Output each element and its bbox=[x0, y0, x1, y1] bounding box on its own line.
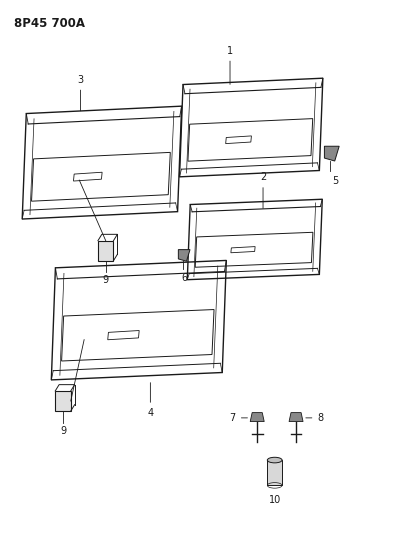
Text: 5: 5 bbox=[332, 176, 338, 186]
Text: 1: 1 bbox=[227, 45, 233, 84]
FancyBboxPatch shape bbox=[267, 460, 282, 486]
Text: 6: 6 bbox=[182, 273, 188, 284]
Text: 8: 8 bbox=[306, 413, 323, 423]
Text: 7: 7 bbox=[230, 413, 247, 423]
FancyBboxPatch shape bbox=[55, 391, 71, 411]
Text: 4: 4 bbox=[147, 383, 153, 418]
Text: 2: 2 bbox=[260, 172, 266, 208]
Text: 10: 10 bbox=[269, 495, 281, 505]
Ellipse shape bbox=[267, 457, 282, 463]
Text: 3: 3 bbox=[77, 75, 84, 111]
Text: 9: 9 bbox=[103, 276, 109, 286]
Polygon shape bbox=[250, 413, 264, 422]
Text: 9: 9 bbox=[60, 426, 66, 436]
Polygon shape bbox=[324, 146, 339, 161]
Polygon shape bbox=[289, 413, 303, 422]
Polygon shape bbox=[178, 249, 190, 261]
FancyBboxPatch shape bbox=[98, 241, 113, 261]
Text: 8P45 700A: 8P45 700A bbox=[15, 17, 85, 30]
